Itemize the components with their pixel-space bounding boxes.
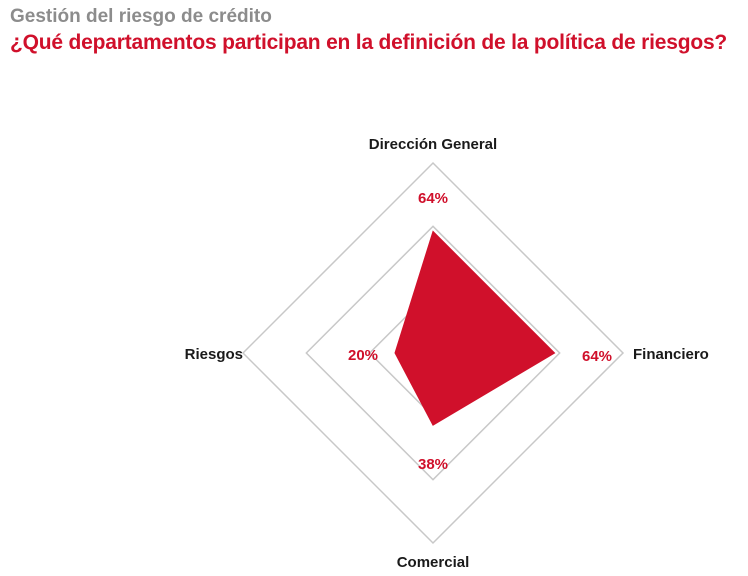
chart-subtitle: Gestión del riesgo de crédito <box>10 6 272 27</box>
value-label-1: 64% <box>582 348 612 365</box>
axis-label-3: Riesgos <box>185 346 243 363</box>
value-label-3: 20% <box>348 347 378 364</box>
chart-title: ¿Qué departamentos participan en la defi… <box>10 31 728 54</box>
value-label-2: 38% <box>418 456 448 473</box>
value-label-0: 64% <box>418 190 448 207</box>
axis-label-1: Financiero <box>633 346 709 363</box>
axis-label-2: Comercial <box>397 554 470 571</box>
chart-header: Gestión del riesgo de crédito ¿Qué depar… <box>10 5 738 57</box>
grid-ring-3 <box>241 161 625 545</box>
grid-ring-2 <box>305 225 561 481</box>
axis-label-0: Dirección General <box>369 136 497 153</box>
